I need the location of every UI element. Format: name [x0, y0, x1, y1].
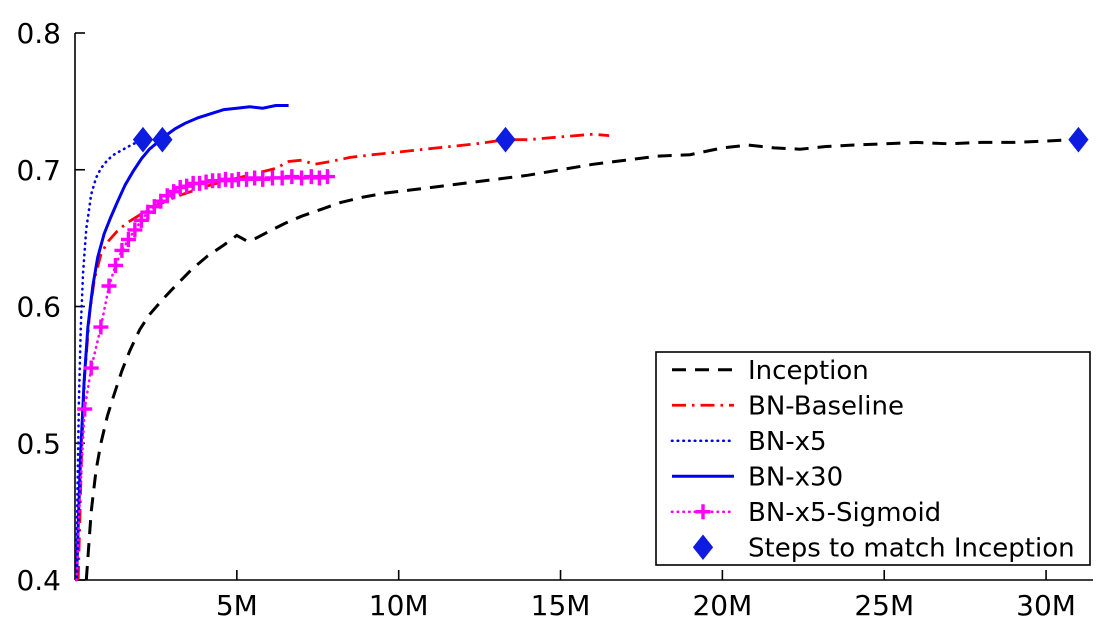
y-tick-label: 0.8 — [16, 17, 61, 50]
x-tick-label: 25M — [854, 589, 914, 622]
legend: Inception BN-Baseline BN-x5 BN-x30 BN-x5-Sig… — [655, 351, 1091, 566]
diamond-marker — [152, 126, 173, 153]
legend-label-inception: Inception — [748, 356, 869, 386]
legend-label-bn-x30: BN-x30 — [748, 462, 843, 492]
legend-label-bn-x5: BN-x5 — [748, 427, 827, 457]
x-tick-label: 15M — [531, 589, 591, 622]
series-bn-baseline — [76, 132, 610, 581]
plus-marker — [127, 222, 143, 238]
plus-marker — [133, 212, 149, 228]
series-line-bn-x30 — [75, 104, 289, 581]
legend-entry-bn-x5: BN-x5 — [670, 427, 827, 457]
plus-marker — [319, 169, 335, 185]
diamond-marker — [495, 126, 516, 153]
plus-marker — [107, 257, 123, 273]
plus-marker — [101, 278, 117, 294]
series-line-inception — [84, 138, 1089, 581]
series-steps-to-match-inception — [132, 126, 1089, 153]
legend-entry-bn-x5-sigmoid: BN-x5-Sigmoid — [670, 498, 941, 528]
series-bn-x5-sigmoid — [75, 169, 335, 582]
x-tick-label: 30M — [1016, 589, 1076, 622]
legend-entry-steps-to-match-inception: Steps to match Inception — [692, 533, 1075, 563]
series-bn-x30 — [75, 104, 289, 581]
plus-marker — [695, 504, 711, 520]
plus-marker — [77, 401, 93, 417]
x-tick-label: 5M — [216, 589, 258, 622]
plus-marker — [114, 242, 130, 258]
series-bn-x5 — [75, 139, 145, 582]
series-line-bn-x5 — [75, 139, 145, 582]
legend-label-bn-x5-sigmoid: BN-x5-Sigmoid — [748, 498, 941, 528]
y-tick-label: 0.6 — [16, 291, 61, 324]
plus-marker — [120, 231, 136, 247]
series-line-bn-x5-sigmoid — [75, 175, 329, 582]
x-tick-label: 20M — [692, 589, 752, 622]
y-tick-label: 0.7 — [16, 154, 61, 187]
y-tick-label: 0.4 — [16, 564, 61, 597]
plus-marker — [83, 360, 99, 376]
legend-entry-bn-baseline: BN-Baseline — [672, 391, 904, 421]
diamond-marker — [1068, 126, 1089, 153]
plus-marker — [93, 319, 109, 335]
x-tick-label: 10M — [369, 589, 429, 622]
y-tick-label: 0.5 — [16, 427, 61, 460]
legend-entry-bn-x30: BN-x30 — [672, 462, 843, 492]
diamond-marker — [692, 534, 714, 561]
legend-label-bn-baseline: BN-Baseline — [748, 391, 904, 421]
diamond-marker — [132, 126, 154, 153]
series-line-bn-baseline — [76, 132, 610, 581]
legend-box — [655, 351, 1091, 566]
legend-label-steps-to-match-inception: Steps to match Inception — [748, 533, 1075, 563]
series-inception — [84, 138, 1089, 581]
legend-entry-inception: Inception — [672, 356, 869, 386]
